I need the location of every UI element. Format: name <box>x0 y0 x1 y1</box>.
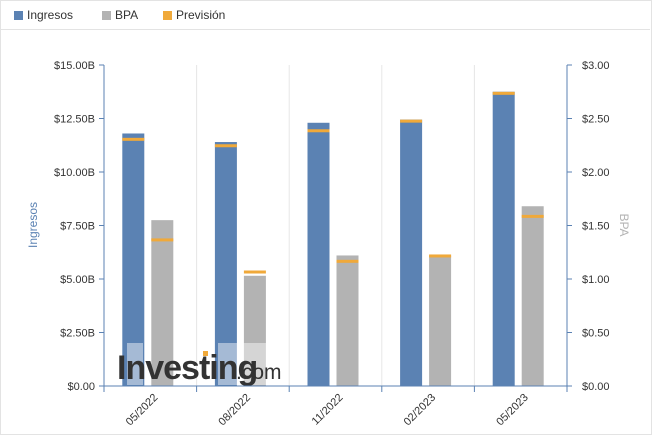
y-tick-label-right: $2.00 <box>582 167 610 179</box>
legend-swatch-prevision <box>163 11 172 20</box>
y-tick-label-left: $2.50B <box>60 328 95 340</box>
y-tick-label-left: $12.50B <box>54 114 95 126</box>
bar-ingresos <box>492 91 515 386</box>
legend-swatch-ingresos <box>14 11 23 20</box>
bar-ingresos <box>400 119 423 386</box>
y-tick-label-left: $0.00 <box>67 381 95 393</box>
y-tick-label-right: $1.50 <box>582 221 610 233</box>
watermark-brand: Investing <box>117 349 257 387</box>
bars <box>122 91 544 386</box>
y-axis-right-label: BPA <box>617 213 631 236</box>
legend: Ingresos BPA Previsión <box>0 0 650 30</box>
x-tick-label: 02/2023 <box>402 392 439 429</box>
y-tick-label-right: $1.00 <box>582 274 610 286</box>
watermark-block <box>127 343 143 385</box>
bar-bpa <box>521 206 544 386</box>
forecast-marker-bpa <box>429 254 452 258</box>
bar-bpa <box>336 255 359 386</box>
bar-bpa <box>151 220 174 386</box>
legend-swatch-bpa <box>102 11 111 20</box>
legend-label-ingresos[interactable]: Ingresos <box>27 8 74 22</box>
legend-label-bpa[interactable]: BPA <box>115 8 139 22</box>
watermark-dot <box>203 351 208 356</box>
bar-ingresos <box>307 122 330 386</box>
y-tick-label-left: $10.00B <box>54 167 95 179</box>
x-tick-label: 05/2023 <box>494 392 531 429</box>
y-axis-left-label: Ingresos <box>26 202 40 248</box>
x-tick-label: 11/2022 <box>310 392 346 428</box>
y-tick-label-right: $3.00 <box>582 60 610 72</box>
forecast-marker-ingresos <box>400 119 423 123</box>
investing-watermark: Investing .com <box>117 343 282 387</box>
forecast-marker-ingresos <box>307 129 330 133</box>
forecast-marker-ingresos <box>122 137 145 141</box>
forecast-marker-bpa <box>521 214 544 218</box>
y-tick-label-left: $15.00B <box>54 60 95 72</box>
gridlines <box>196 65 475 386</box>
y-tick-label-right: $2.50 <box>582 114 610 126</box>
y-tick-label-left: $5.00B <box>60 274 95 286</box>
forecast-marker-bpa <box>151 238 174 242</box>
forecast-marker-bpa <box>336 259 359 263</box>
bar-ingresos <box>214 142 237 386</box>
watermark-block <box>218 343 268 385</box>
legend-label-prevision[interactable]: Previsión <box>176 8 226 22</box>
bar-bpa <box>429 255 452 386</box>
x-tick-label: 05/2022 <box>124 392 161 429</box>
bar-bpa <box>243 275 266 386</box>
forecast-marker-ingresos <box>214 144 237 148</box>
x-tick-label: 08/2022 <box>216 392 253 429</box>
y-tick-label-left: $7.50B <box>60 221 95 233</box>
watermark-suffix: .com <box>236 361 282 384</box>
bar-ingresos <box>122 133 145 386</box>
y-tick-label-right: $0.50 <box>582 328 610 340</box>
forecast-marker-ingresos <box>492 91 515 95</box>
y-tick-label-right: $0.00 <box>582 381 610 393</box>
forecast-marker-bpa <box>243 270 266 274</box>
